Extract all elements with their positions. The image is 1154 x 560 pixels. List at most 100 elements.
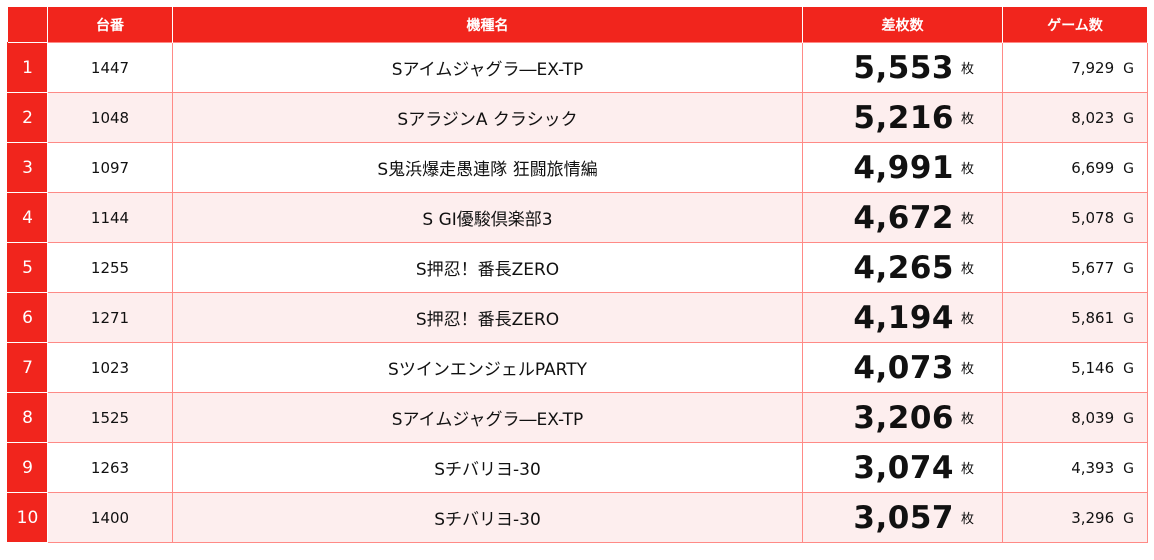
header-difference: 差枚数 bbox=[802, 7, 1003, 43]
ranking-table-container: 台番 機種名 差枚数 ゲーム数 1 1447 Sアイムジャグラ―EX-TP 5,553… bbox=[7, 7, 1148, 543]
machine-name-cell: S鬼浜爆走愚連隊 狂闘旅情編 bbox=[172, 142, 803, 193]
difference-cell: 4,194 枚 bbox=[802, 292, 1003, 343]
rank-cell: 6 bbox=[7, 292, 48, 343]
game-count-unit: G bbox=[1123, 60, 1134, 77]
difference-unit: 枚 bbox=[960, 212, 974, 227]
unit-number-cell: 1144 bbox=[47, 192, 173, 243]
difference-unit: 枚 bbox=[960, 112, 974, 127]
machine-name-cell: S押忍！番長ZERO bbox=[172, 242, 803, 293]
machine-name-cell: S押忍！番長ZERO bbox=[172, 292, 803, 343]
game-count-value: 3,296 bbox=[1071, 508, 1115, 527]
rank-cell: 7 bbox=[7, 342, 48, 393]
machine-name-cell: Sチバリヨ-30 bbox=[172, 492, 803, 543]
game-count-value: 5,677 bbox=[1071, 258, 1115, 277]
difference-cell: 5,553 枚 bbox=[802, 42, 1003, 93]
game-count-cell: 8,039 G bbox=[1002, 392, 1148, 443]
difference-cell: 3,074 枚 bbox=[802, 442, 1003, 493]
unit-number-cell: 1048 bbox=[47, 92, 173, 143]
difference-cell: 4,672 枚 bbox=[802, 192, 1003, 243]
rank-cell: 1 bbox=[7, 42, 48, 93]
game-count-value: 5,861 bbox=[1071, 308, 1115, 327]
game-count-value: 5,146 bbox=[1071, 358, 1115, 377]
game-count-unit: G bbox=[1123, 260, 1134, 277]
game-count-value: 7,929 bbox=[1071, 58, 1115, 77]
game-count-unit: G bbox=[1123, 410, 1134, 427]
game-count-unit: G bbox=[1123, 310, 1134, 327]
game-count-cell: 5,078 G bbox=[1002, 192, 1148, 243]
difference-unit: 枚 bbox=[960, 312, 974, 327]
machine-name-cell: Sアイムジャグラ―EX-TP bbox=[172, 392, 803, 443]
difference-unit: 枚 bbox=[960, 62, 974, 77]
game-count-cell: 8,023 G bbox=[1002, 92, 1148, 143]
table-row: 2 1048 SアラジンA クラシック 5,216 枚 8,023 G bbox=[7, 92, 1148, 143]
difference-value: 4,073 bbox=[853, 349, 954, 386]
machine-name-cell: Sチバリヨ-30 bbox=[172, 442, 803, 493]
difference-value: 4,991 bbox=[853, 149, 954, 186]
unit-number-cell: 1097 bbox=[47, 142, 173, 193]
unit-number-cell: 1447 bbox=[47, 42, 173, 93]
header-rank bbox=[7, 7, 48, 43]
difference-unit: 枚 bbox=[960, 362, 974, 377]
table-row: 3 1097 S鬼浜爆走愚連隊 狂闘旅情編 4,991 枚 6,699 G bbox=[7, 142, 1148, 193]
game-count-cell: 6,699 G bbox=[1002, 142, 1148, 193]
rank-cell: 2 bbox=[7, 92, 48, 143]
difference-value: 5,553 bbox=[853, 49, 954, 86]
difference-value: 3,057 bbox=[853, 499, 954, 536]
unit-number-cell: 1271 bbox=[47, 292, 173, 343]
header-machine-name: 機種名 bbox=[172, 7, 803, 43]
rank-cell: 4 bbox=[7, 192, 48, 243]
game-count-value: 8,039 bbox=[1071, 408, 1115, 427]
header-unit-number: 台番 bbox=[47, 7, 173, 43]
difference-value: 4,672 bbox=[853, 199, 954, 236]
difference-value: 4,194 bbox=[853, 299, 954, 336]
unit-number-cell: 1263 bbox=[47, 442, 173, 493]
game-count-unit: G bbox=[1123, 210, 1134, 227]
unit-number-cell: 1525 bbox=[47, 392, 173, 443]
table-row: 8 1525 Sアイムジャグラ―EX-TP 3,206 枚 8,039 G bbox=[7, 392, 1148, 443]
machine-name-cell: Sアイムジャグラ―EX-TP bbox=[172, 42, 803, 93]
machine-name-cell: SアラジンA クラシック bbox=[172, 92, 803, 143]
unit-number-cell: 1400 bbox=[47, 492, 173, 543]
rank-cell: 5 bbox=[7, 242, 48, 293]
unit-number-cell: 1255 bbox=[47, 242, 173, 293]
difference-value: 4,265 bbox=[853, 249, 954, 286]
unit-number-cell: 1023 bbox=[47, 342, 173, 393]
ranking-table: 台番 機種名 差枚数 ゲーム数 1 1447 Sアイムジャグラ―EX-TP 5,553… bbox=[7, 7, 1148, 543]
rank-cell: 10 bbox=[7, 492, 48, 543]
game-count-unit: G bbox=[1123, 110, 1134, 127]
difference-unit: 枚 bbox=[960, 412, 974, 427]
table-row: 4 1144 S GI優駿倶楽部3 4,672 枚 5,078 G bbox=[7, 192, 1148, 243]
game-count-cell: 3,296 G bbox=[1002, 492, 1148, 543]
table-row: 1 1447 Sアイムジャグラ―EX-TP 5,553 枚 7,929 G bbox=[7, 42, 1148, 93]
difference-cell: 5,216 枚 bbox=[802, 92, 1003, 143]
table-row: 7 1023 SツインエンジェルPARTY 4,073 枚 5,146 G bbox=[7, 342, 1148, 393]
table-header-row: 台番 機種名 差枚数 ゲーム数 bbox=[7, 7, 1148, 43]
rank-cell: 8 bbox=[7, 392, 48, 443]
machine-name-cell: S GI優駿倶楽部3 bbox=[172, 192, 803, 243]
game-count-cell: 5,677 G bbox=[1002, 242, 1148, 293]
difference-cell: 4,265 枚 bbox=[802, 242, 1003, 293]
machine-name-cell: SツインエンジェルPARTY bbox=[172, 342, 803, 393]
difference-cell: 4,991 枚 bbox=[802, 142, 1003, 193]
game-count-unit: G bbox=[1123, 510, 1134, 527]
game-count-cell: 7,929 G bbox=[1002, 42, 1148, 93]
rank-cell: 9 bbox=[7, 442, 48, 493]
difference-value: 3,206 bbox=[853, 399, 954, 436]
difference-unit: 枚 bbox=[960, 162, 974, 177]
difference-cell: 4,073 枚 bbox=[802, 342, 1003, 393]
table-row: 10 1400 Sチバリヨ-30 3,057 枚 3,296 G bbox=[7, 492, 1148, 543]
game-count-cell: 5,861 G bbox=[1002, 292, 1148, 343]
game-count-value: 8,023 bbox=[1071, 108, 1115, 127]
difference-unit: 枚 bbox=[960, 512, 974, 527]
game-count-unit: G bbox=[1123, 160, 1134, 177]
table-row: 6 1271 S押忍！番長ZERO 4,194 枚 5,861 G bbox=[7, 292, 1148, 343]
game-count-value: 5,078 bbox=[1071, 208, 1115, 227]
game-count-unit: G bbox=[1123, 360, 1134, 377]
difference-value: 3,074 bbox=[853, 449, 954, 486]
game-count-cell: 5,146 G bbox=[1002, 342, 1148, 393]
difference-value: 5,216 bbox=[853, 99, 954, 136]
header-game-count: ゲーム数 bbox=[1002, 7, 1148, 43]
difference-unit: 枚 bbox=[960, 262, 974, 277]
game-count-cell: 4,393 G bbox=[1002, 442, 1148, 493]
rank-cell: 3 bbox=[7, 142, 48, 193]
